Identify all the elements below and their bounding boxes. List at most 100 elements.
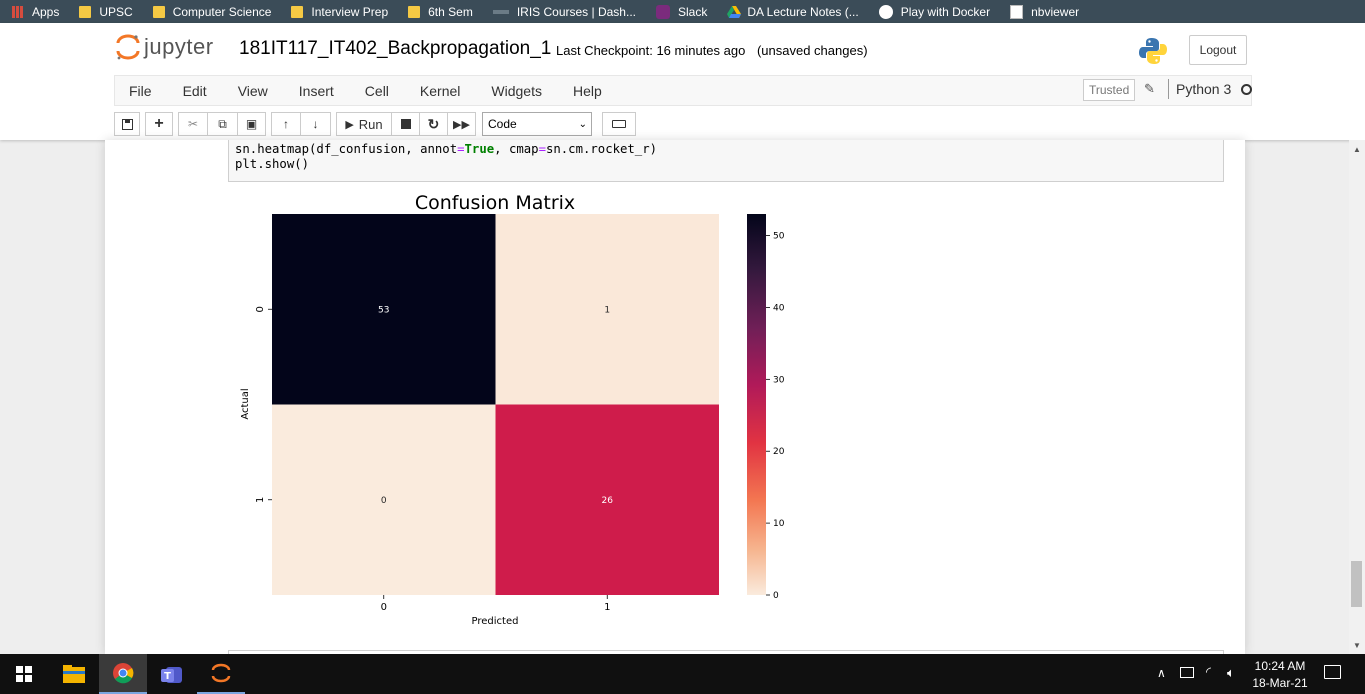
move-up-button[interactable]: ↑ (271, 112, 301, 136)
jupyter-logo[interactable]: jupyter (116, 33, 214, 61)
tray-chevron-up-icon[interactable]: ∧ (1157, 666, 1166, 680)
folder-icon (152, 5, 165, 18)
jupyter-icon (116, 34, 140, 60)
notebook-name[interactable]: 181IT117_IT402_Backpropagation_1 (239, 38, 552, 59)
teams-button[interactable]: T (148, 654, 196, 694)
system-clock[interactable]: 10:24 AM 18-Mar-21 (1250, 658, 1310, 692)
code-keyword: True (464, 142, 495, 156)
paste-icon: ▣ (245, 117, 258, 131)
menu-kernel[interactable]: Kernel (419, 82, 461, 99)
nbviewer-icon (1010, 4, 1024, 19)
bookmark-iris-courses[interactable]: IRIS Courses | Dash... (492, 4, 636, 19)
vertical-scrollbar[interactable]: ▲ ▼ (1349, 140, 1365, 654)
restart-button[interactable]: ↻ (420, 112, 448, 136)
folder-icon (408, 5, 421, 18)
bookmark-apps[interactable]: Apps (12, 5, 59, 19)
bookmark-label: Computer Science (172, 4, 272, 19)
checkpoint-text: Last Checkpoint: 16 minutes ago (556, 43, 746, 58)
checkpoint-status: Last Checkpoint: 16 minutes ago (unsaved… (556, 43, 868, 58)
code-cell-input[interactable]: sn.heatmap(df_confusion, annot=True, cma… (228, 140, 1224, 182)
notebook-header: jupyter 181IT117_IT402_Backpropagation_1… (0, 23, 1365, 140)
bookmark-da-lecture-notes[interactable]: DA Lecture Notes (... (727, 4, 859, 19)
bookmark-play-with-docker[interactable]: Play with Docker (878, 4, 990, 19)
bookmark-nbviewer[interactable]: nbviewer (1010, 4, 1080, 19)
menu-cell[interactable]: Cell (364, 82, 389, 99)
folder-icon (79, 5, 92, 18)
windows-taskbar: T ∧ ◜ 🔈︎ 10:24 AM 18-Mar-21 (0, 654, 1365, 694)
scrollbar-thumb[interactable] (1351, 561, 1362, 607)
scroll-down-arrow-icon[interactable]: ▼ (1353, 641, 1361, 650)
run-button[interactable]: ▶ Run (336, 112, 392, 136)
bookmark-6th-sem[interactable]: 6th Sem (408, 5, 473, 19)
bookmark-label: DA Lecture Notes (... (747, 4, 859, 19)
folder-icon (63, 665, 85, 683)
jupyter-taskbar-button[interactable] (197, 654, 245, 694)
notebook-container (105, 140, 1245, 654)
windows-icon (16, 666, 32, 682)
bookmark-slack[interactable]: Slack (655, 4, 708, 19)
globe-icon (878, 4, 893, 19)
wifi-icon[interactable]: ◜ (1206, 664, 1212, 679)
menu-widgets[interactable]: Widgets (491, 82, 542, 99)
menu-view[interactable]: View (237, 82, 268, 99)
bookmarks-bar: Apps UPSC Computer Science Interview Pre… (0, 0, 1365, 23)
cell-type-select[interactable]: Code ⌄ (482, 112, 592, 136)
bookmark-label: Apps (32, 4, 60, 19)
cut-button[interactable]: ✂ (178, 112, 208, 136)
scissors-icon: ✂ (187, 117, 199, 131)
kernel-indicator: Python 3 (1168, 79, 1253, 99)
trusted-badge[interactable]: Trusted (1083, 79, 1136, 101)
save-button[interactable] (114, 112, 140, 136)
insert-cell-button[interactable]: + (145, 112, 173, 136)
command-palette-button[interactable] (602, 112, 636, 136)
python-logo-icon (1138, 36, 1168, 71)
code-text: sn.cm.rocket_r) (545, 142, 658, 156)
save-icon (121, 118, 133, 130)
menu-insert[interactable]: Insert (298, 82, 334, 99)
slack-icon (655, 4, 670, 19)
copy-icon: ⧉ (218, 116, 227, 131)
apps-grid-icon (12, 5, 24, 18)
menu-edit[interactable]: Edit (182, 82, 207, 99)
code-text: plt.show() (235, 157, 310, 171)
clock-date: 18-Mar-21 (1252, 676, 1308, 690)
copy-button[interactable]: ⧉ (208, 112, 238, 136)
bookmark-label: Slack (677, 4, 708, 19)
logout-button[interactable]: Logout (1189, 35, 1247, 65)
menu-help[interactable]: Help (572, 82, 602, 99)
volume-icon[interactable]: 🔈︎ (1227, 665, 1235, 680)
interrupt-button[interactable] (392, 112, 420, 136)
code-text: sn.heatmap(df_confusion, annot (235, 142, 458, 156)
edit-pencil-icon[interactable]: ✎ (1144, 81, 1155, 96)
svg-text:T: T (164, 671, 171, 682)
chrome-button[interactable] (99, 654, 147, 694)
code-text: , cmap (494, 142, 539, 156)
start-button[interactable] (0, 654, 48, 694)
cell-type-value: Code (488, 117, 517, 131)
teams-icon: T (161, 667, 182, 683)
scroll-up-arrow-icon[interactable]: ▲ (1353, 145, 1361, 154)
notifications-icon[interactable] (1324, 665, 1341, 679)
restart-run-all-button[interactable]: ▶▶ (448, 112, 476, 136)
move-down-button[interactable]: ↓ (301, 112, 331, 136)
jupyter-icon (211, 663, 231, 683)
bookmark-computer-science[interactable]: Computer Science (152, 4, 272, 19)
menu-bar: File Edit View Insert Cell Kernel Widget… (114, 75, 1252, 106)
bookmark-label: UPSC (99, 4, 133, 19)
chrome-icon (113, 663, 134, 684)
stop-icon (400, 119, 411, 129)
iris-icon (492, 9, 509, 14)
unsaved-indicator: (unsaved changes) (756, 43, 868, 58)
bookmark-interview-prep[interactable]: Interview Prep (291, 5, 388, 19)
kernel-idle-icon (1241, 83, 1253, 95)
clock-time: 10:24 AM (1254, 659, 1306, 673)
next-code-cell[interactable] (228, 650, 1224, 655)
file-explorer-button[interactable] (50, 654, 98, 694)
bookmark-label: IRIS Courses | Dash... (516, 4, 636, 19)
bookmark-upsc[interactable]: UPSC (79, 4, 133, 19)
run-label: Run (358, 116, 383, 132)
menu-file[interactable]: File (129, 82, 152, 99)
paste-button[interactable]: ▣ (238, 112, 266, 136)
battery-icon[interactable] (1180, 667, 1194, 678)
bookmark-label: nbviewer (1031, 4, 1080, 19)
